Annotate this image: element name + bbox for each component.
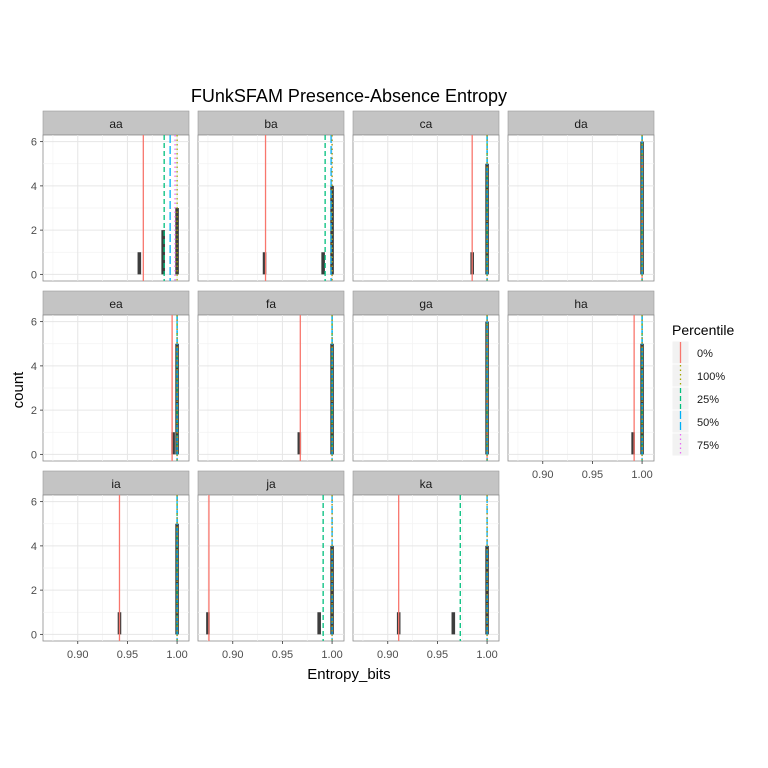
histogram-bar [137, 252, 142, 275]
x-tick-label: 1.00 [166, 649, 187, 661]
facet-panel-ea: ea 0 2 4 6 [31, 290, 190, 462]
legend-item-100pct: 100% [671, 363, 725, 388]
histogram-bar [631, 432, 635, 455]
facet-panel-ha: ha 0.90 0.95 1.00 [507, 290, 655, 481]
facet-strip-label: ea [109, 297, 123, 311]
facet-panel-ga: ga [352, 290, 500, 462]
y-tick-label: 4 [31, 181, 37, 193]
y-tick-label: 6 [31, 137, 37, 149]
facet-panel-ja: ja 0.90 0.95 1.00 [197, 470, 345, 661]
chart-title: FUnkSFAM Presence-Absence Entropy [191, 86, 507, 106]
histogram-bar [175, 208, 179, 275]
histogram-bar [206, 612, 210, 635]
facet-strip [197, 290, 345, 316]
facet-strip-label: ja [265, 477, 276, 491]
facet-strip [507, 110, 655, 136]
y-tick-label: 2 [31, 405, 37, 417]
facet-strip [42, 290, 190, 316]
facet-panel-ba: ba [197, 110, 345, 282]
facet-strip-label: ka [420, 477, 433, 491]
legend-label: 100% [697, 371, 725, 383]
y-tick-label: 2 [31, 225, 37, 237]
x-tick-label: 0.90 [532, 469, 553, 481]
facet-strip-label: fa [266, 297, 276, 311]
facet-strip [507, 290, 655, 316]
facet-strip-label: ca [420, 117, 433, 131]
histogram-bar [171, 432, 175, 455]
legend-title: Percentile [672, 322, 734, 338]
legend-item-0pct: 0% [671, 340, 713, 365]
y-tick-label: 4 [31, 361, 37, 373]
facet-strip-label: ia [111, 477, 121, 491]
facet-strip [352, 110, 500, 136]
facet-panel-ia: ia 0 2 4 6 0.90 0.95 1.00 [31, 470, 190, 661]
y-tick-label: 6 [31, 317, 37, 329]
facet-strip [352, 290, 500, 316]
facet-strip-label: ba [264, 117, 278, 131]
facet-strip [197, 470, 345, 496]
facet-strip-label: ga [419, 297, 433, 311]
facet-strip [42, 110, 190, 136]
x-tick-label: 0.95 [582, 469, 603, 481]
legend-item-25pct: 25% [671, 386, 719, 411]
histogram-bar [317, 612, 321, 635]
facet-panel-ka: ka 0.90 0.95 1.00 [352, 470, 500, 661]
facet-strip-label: da [574, 117, 588, 131]
legend-label: 25% [697, 394, 719, 406]
legend-item-75pct: 75% [671, 432, 719, 457]
facet-strip [352, 470, 500, 496]
y-tick-label: 6 [31, 497, 37, 509]
x-tick-label: 1.00 [631, 469, 652, 481]
histogram-bar [262, 252, 267, 275]
legend-item-50pct: 50% [671, 409, 719, 434]
histogram-bar [321, 252, 325, 275]
facet-strip [42, 470, 190, 496]
x-tick-label: 0.90 [222, 649, 243, 661]
facet-panel-da: da [507, 110, 655, 282]
x-tick-label: 0.90 [377, 649, 398, 661]
legend-label: 50% [697, 417, 719, 429]
histogram-bar [451, 612, 456, 635]
facet-panel-aa: aa 0 2 4 6 [31, 110, 190, 282]
facet-strip-label: ha [574, 297, 588, 311]
legend: Percentile 0% 100% 25% 50% 75% [671, 322, 734, 457]
legend-label: 75% [697, 440, 719, 452]
y-axis-label: count [10, 371, 27, 409]
x-tick-label: 0.95 [272, 649, 293, 661]
x-tick-label: 0.95 [117, 649, 138, 661]
facet-strip [197, 110, 345, 136]
x-tick-label: 1.00 [321, 649, 342, 661]
x-tick-label: 1.00 [476, 649, 497, 661]
facet-panel-ca: ca [352, 110, 500, 282]
y-tick-label: 0 [31, 449, 37, 461]
y-tick-label: 0 [31, 629, 37, 641]
facet-panels: aa 0 2 4 6 ba ca da ea 0 2 4 6 fa ga ha 0.90 0.95 1.00 ia 0 2… [31, 110, 655, 661]
x-tick-label: 0.90 [67, 649, 88, 661]
legend-label: 0% [697, 348, 713, 360]
histogram-bar [297, 432, 302, 455]
x-axis-label: Entropy_bits [307, 666, 390, 683]
y-tick-label: 0 [31, 269, 37, 281]
x-tick-label: 0.95 [427, 649, 448, 661]
facet-panel-fa: fa [197, 290, 345, 462]
histogram-bar [161, 230, 165, 275]
facet-strip-label: aa [109, 117, 123, 131]
y-tick-label: 4 [31, 541, 37, 553]
y-tick-label: 2 [31, 585, 37, 597]
